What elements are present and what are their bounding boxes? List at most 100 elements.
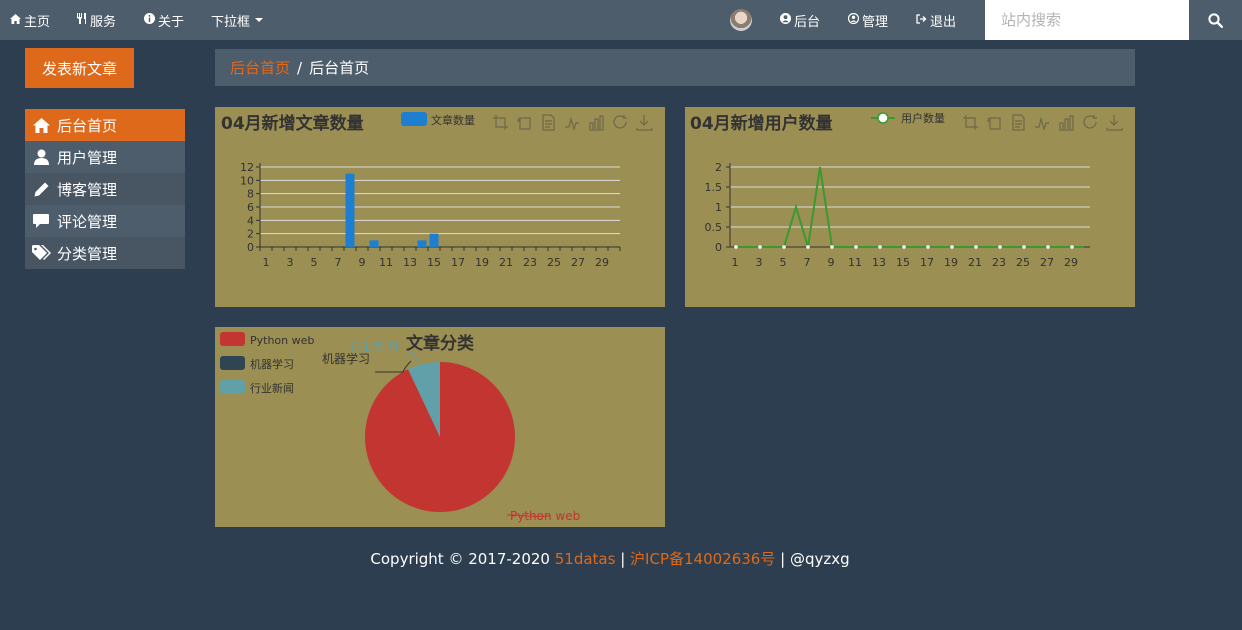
restore-icon[interactable] [1083,115,1097,129]
x-tick-label: 1 [732,256,739,269]
nav-home-label: 主页 [24,14,51,30]
sidebar-item-dashboard[interactable]: 后台首页 [25,109,185,141]
breadcrumb-current: 后台首页 [309,59,370,77]
x-tick-label: 1 [263,256,270,269]
home-icon [31,116,51,134]
sidebar-item-comments[interactable]: 评论管理 [25,205,185,237]
x-tick-label: 29 [595,256,609,269]
y-tick-label: 8 [247,188,254,201]
sidebar-item-label: 分类管理 [57,244,118,263]
sign-out-icon [916,13,927,27]
x-tick-label: 23 [992,256,1006,269]
breadcrumb: 后台首页 / 后台首页 [215,49,1135,86]
search-button[interactable] [1189,0,1242,40]
data-point [974,245,978,249]
pencil-icon [31,180,51,198]
sidebar-item-label: 博客管理 [57,180,118,199]
y-tick-label: 12 [240,161,254,174]
data-view-icon[interactable] [542,114,555,131]
y-tick-label: 10 [240,174,254,187]
nav-services-link[interactable]: 服务 [77,0,116,40]
breadcrumb-link[interactable]: 后台首页 [230,59,291,77]
label-line [406,350,419,362]
data-point [734,245,738,249]
x-tick-label: 17 [451,256,465,269]
legend-swatch [220,332,245,346]
x-tick-label: 3 [756,256,763,269]
footer-separator: | [775,550,790,568]
x-tick-label: 3 [287,256,294,269]
tags-icon [31,244,51,262]
sidebar-item-categories[interactable]: 分类管理 [25,237,185,269]
bar-type-icon[interactable] [589,115,604,131]
data-point [926,245,930,249]
sidebar-item-users[interactable]: 用户管理 [25,141,185,173]
chart-title: 04月新增文章数量 [221,113,364,134]
data-point [998,245,1002,249]
sidebar-item-label: 用户管理 [57,148,118,167]
x-tick-label: 9 [359,256,366,269]
x-tick-label: 29 [1064,256,1078,269]
avatar[interactable] [730,9,752,31]
footer-author: @qyzxg [789,550,850,568]
slice-label: 行业新闻 [350,339,398,354]
data-point [758,245,762,249]
y-tick-label: 0 [715,241,722,254]
y-tick-label: 1 [715,201,722,214]
line-type-icon[interactable] [1035,116,1049,131]
x-tick-label: 7 [335,256,342,269]
nav-dropdown-toggle[interactable]: 下拉框 [211,0,264,40]
zoom-reset-icon[interactable] [517,117,531,130]
nav-about-link[interactable]: 关于 [144,0,184,40]
nav-home-link[interactable]: 主页 [10,0,50,40]
x-tick-label: 15 [427,256,441,269]
chart-title: 文章分类 [406,333,475,354]
zoom-icon[interactable] [493,115,508,130]
nav-logout-link[interactable]: 退出 [916,0,956,40]
data-point [950,245,954,249]
footer-site-link[interactable]: 51datas [554,550,616,568]
nav-manage-link[interactable]: 管理 [847,0,888,40]
bar-type-icon[interactable] [1059,115,1074,131]
series-line [736,166,1084,248]
bar [417,240,427,247]
search-icon [1208,12,1223,28]
save-image-icon[interactable] [636,115,653,131]
restore-icon[interactable] [613,115,627,129]
legend-swatch [220,380,245,394]
search-input[interactable] [985,0,1189,40]
sidebar-item-label: 后台首页 [57,116,118,135]
data-point [1070,245,1074,249]
x-tick-label: 11 [379,256,393,269]
nav-admin-link[interactable]: 后台 [780,0,820,40]
nav-admin-label: 后台 [794,14,821,30]
nav-services-label: 服务 [90,14,117,30]
user-icon [31,148,51,166]
breadcrumb-separator: / [297,58,303,77]
label-line [507,514,551,517]
user-circle-icon [780,13,791,27]
pie-slice [408,362,440,437]
y-tick-label: 6 [247,201,254,214]
x-tick-label: 17 [920,256,934,269]
sidebar-item-blogs[interactable]: 博客管理 [25,173,185,205]
publish-article-button[interactable]: 发表新文章 [25,48,134,88]
data-view-icon[interactable] [1012,114,1025,131]
data-point [1022,245,1026,249]
x-tick-label: 27 [1040,256,1054,269]
line-type-icon[interactable] [565,116,579,131]
x-tick-label: 25 [547,256,561,269]
chart-title: 04月新增用户数量 [690,113,833,134]
y-tick-label: 4 [247,214,254,227]
y-tick-label: 0 [247,241,254,254]
save-image-icon[interactable] [1106,115,1123,131]
data-point [782,245,786,249]
footer-icp-link[interactable]: 沪ICP备14002636号 [630,550,776,568]
legend-label: 文章数量 [431,113,475,127]
nav-logout-label: 退出 [930,14,957,30]
articles-chart-panel: 04月新增文章数量 文章数量 0 2 4 6 8 10 12 1 3 5 7 9 11 13 15 17 19 21 2… [215,107,665,307]
zoom-reset-icon[interactable] [987,117,1001,130]
data-point [854,245,858,249]
zoom-icon[interactable] [963,115,978,130]
